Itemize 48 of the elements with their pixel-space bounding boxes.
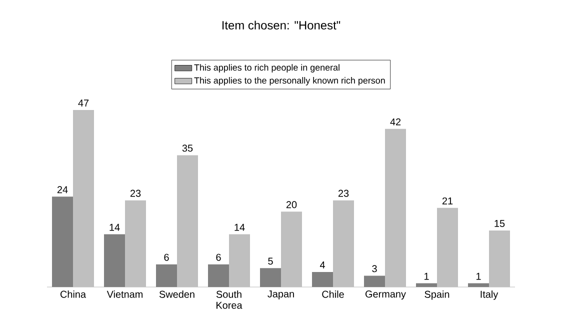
legend-label: This applies to the personally known rich person — [194, 77, 385, 86]
bar — [385, 128, 406, 287]
data-label: 3 — [372, 265, 377, 272]
bar — [125, 200, 146, 287]
x-tick-label: Italy — [480, 290, 498, 300]
data-label: 6 — [216, 254, 221, 261]
x-tick-label: Chile — [322, 290, 344, 298]
data-label: 23 — [130, 190, 141, 197]
bar — [312, 272, 333, 287]
bar — [468, 283, 489, 287]
bar — [416, 283, 437, 287]
data-label: 14 — [234, 224, 245, 231]
bar — [52, 196, 73, 287]
x-tick-label: Germany — [366, 290, 406, 300]
bar — [73, 110, 94, 287]
bar — [208, 264, 229, 287]
x-tick-label: Spain — [424, 290, 450, 300]
x-tick-label: China — [60, 290, 86, 298]
bar — [437, 208, 458, 287]
data-label: 24 — [57, 186, 68, 194]
data-label: 35 — [182, 144, 193, 152]
data-label: 21 — [442, 197, 453, 204]
x-tick-label: South Korea — [216, 290, 242, 309]
bar — [104, 234, 125, 287]
data-label: 1 — [476, 272, 481, 280]
legend-label: This applies to rich people in general — [194, 64, 340, 72]
chart-title: Item chosen: "Honest" — [222, 20, 340, 30]
bar — [281, 212, 302, 287]
data-label: 15 — [494, 220, 505, 227]
x-tick-label: Sweden — [159, 290, 194, 298]
bar — [364, 276, 385, 287]
x-tick-label: Vietnam — [106, 290, 143, 298]
bar — [177, 155, 198, 287]
bar — [229, 234, 250, 287]
data-label: 42 — [390, 118, 401, 126]
bar — [333, 200, 354, 287]
data-label: 20 — [286, 201, 297, 208]
data-label: 14 — [110, 224, 120, 231]
data-label: 4 — [320, 262, 325, 268]
x-tick-label: Japan — [268, 290, 294, 300]
data-label: 6 — [164, 254, 169, 261]
bar — [260, 268, 281, 287]
data-label: 23 — [338, 190, 349, 197]
data-label: 1 — [424, 272, 429, 280]
data-label: 5 — [268, 258, 273, 265]
bar — [156, 264, 177, 287]
bar — [489, 230, 510, 287]
data-label: 47 — [78, 100, 89, 106]
